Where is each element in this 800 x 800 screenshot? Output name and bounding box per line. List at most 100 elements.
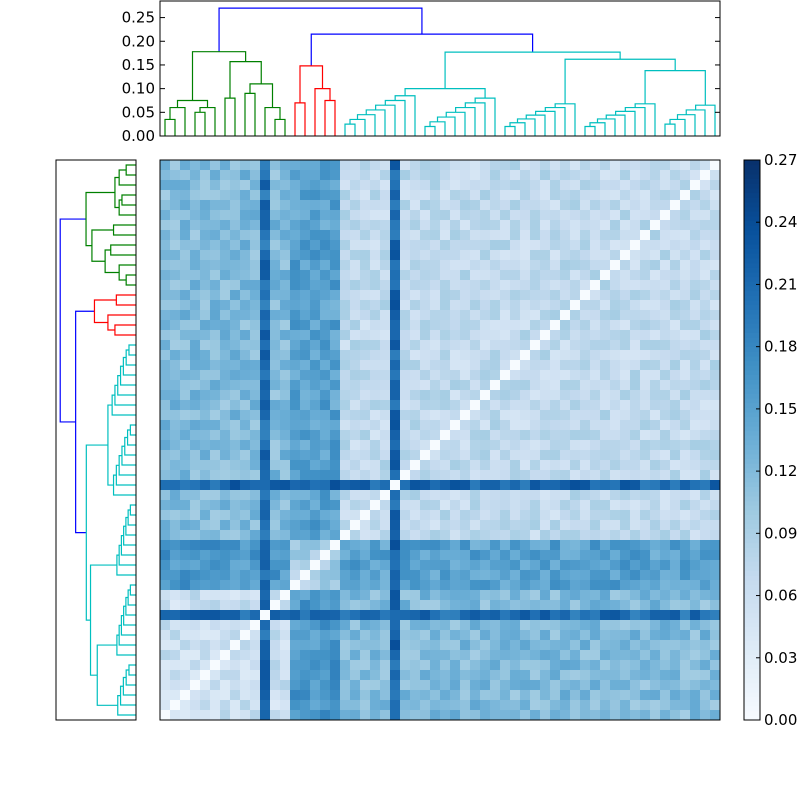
heatmap-cell-9-39 [550,620,561,631]
heatmap-cell-45-22 [380,260,391,271]
heatmap-cell-41-43 [590,300,601,311]
heatmap-cell-34-50 [660,370,671,381]
heatmap-cell-29-14 [300,420,311,431]
heatmap-cell-17-54 [700,540,711,551]
heatmap-cell-12-24 [400,590,411,601]
heatmap-cell-14-9 [250,570,261,581]
heatmap-cell-39-50 [660,320,671,331]
heatmap-cell-40-9 [250,310,261,321]
heatmap-cell-6-6 [220,650,231,661]
heatmap-cell-47-54 [700,240,711,251]
heatmap-cell-12-50 [660,590,671,601]
heatmap-cell-3-10 [260,680,271,691]
heatmap-cell-19-3 [190,520,201,531]
heatmap-cell-7-3 [190,640,201,651]
heatmap-cell-16-22 [380,550,391,561]
heatmap-cell-47-43 [590,240,601,251]
heatmap-cell-32-34 [500,390,511,401]
heatmap-cell-16-46 [620,550,631,561]
heatmap-cell-11-54 [700,600,711,611]
heatmap-cell-31-34 [500,400,511,411]
heatmap-cell-4-40 [560,670,571,681]
colorbar-segment-111 [744,197,760,203]
heatmap-cell-48-23 [390,230,401,241]
heatmap-cell-51-39 [550,200,561,211]
heatmap-cell-51-12 [280,200,291,211]
heatmap-cell-15-43 [590,560,601,571]
heatmap-cell-20-1 [170,510,181,521]
heatmap-cell-6-45 [610,650,621,661]
heatmap-cell-14-21 [370,570,381,581]
heatmap-cell-55-43 [590,160,601,171]
heatmap-cell-33-29 [450,380,461,391]
heatmap-cell-40-10 [260,310,271,321]
heatmap-cell-53-31 [470,180,481,191]
heatmap-cell-19-8 [240,520,251,531]
heatmap-cell-18-30 [460,530,471,541]
heatmap-cell-12-23 [390,590,401,601]
heatmap-cell-41-54 [700,300,711,311]
heatmap-cell-28-41 [570,430,581,441]
heatmap-cell-44-6 [220,270,231,281]
heatmap-cell-6-9 [250,650,261,661]
heatmap-cell-0-55 [710,710,721,721]
heatmap-cell-49-25 [410,220,421,231]
heatmap-cell-41-4 [200,300,211,311]
heatmap-cell-11-23 [390,600,401,611]
heatmap-cell-0-40 [560,710,571,721]
heatmap-cell-32-19 [350,390,361,401]
heatmap-cell-18-50 [660,530,671,541]
heatmap-cell-48-17 [330,230,341,241]
heatmap-cell-13-40 [560,580,571,591]
heatmap-cell-1-36 [520,700,531,711]
heatmap-cell-39-12 [280,320,291,331]
heatmap-cell-16-47 [630,550,641,561]
heatmap-cell-12-53 [690,590,701,601]
heatmap-cell-27-21 [370,440,381,451]
heatmap-cell-49-17 [330,220,341,231]
heatmap-cell-29-38 [540,420,551,431]
heatmap-cell-50-35 [510,210,521,221]
heatmap-cell-12-3 [190,590,201,601]
heatmap-cell-45-32 [480,260,491,271]
heatmap-cell-38-43 [590,330,601,341]
heatmap-cell-16-7 [230,550,241,561]
heatmap-cell-37-52 [680,340,691,351]
heatmap-cell-8-29 [450,630,461,641]
heatmap-cell-46-53 [690,250,701,261]
heatmap-cell-37-21 [370,340,381,351]
heatmap-cell-13-5 [210,580,221,591]
heatmap-cell-4-49 [650,670,661,681]
heatmap-cell-50-45 [610,210,621,221]
heatmap-cell-41-51 [670,300,681,311]
heatmap-cell-13-46 [620,580,631,591]
colorbar-segment-15 [744,645,760,651]
heatmap-cell-46-14 [300,250,311,261]
heatmap-cell-30-17 [330,410,341,421]
heatmap-cell-54-4 [200,170,211,181]
heatmap-cell-41-44 [600,300,611,311]
heatmap-cell-6-3 [190,650,201,661]
heatmap-cell-34-48 [640,370,651,381]
heatmap-cell-27-53 [690,440,701,451]
heatmap-cell-35-49 [650,360,661,371]
heatmap-cell-26-3 [190,450,201,461]
heatmap-cell-44-41 [570,270,581,281]
heatmap-cell-2-6 [220,690,231,701]
heatmap-cell-1-11 [270,700,281,711]
heatmap-cell-41-31 [470,300,481,311]
heatmap-cell-46-47 [630,250,641,261]
colorbar-segment-45 [744,505,760,511]
heatmap-cell-9-42 [580,620,591,631]
heatmap-cell-5-17 [330,660,341,671]
heatmap-cell-40-3 [190,310,201,321]
heatmap-cell-24-4 [200,470,211,481]
heatmap-cell-10-33 [490,610,501,621]
heatmap-cell-26-53 [690,450,701,461]
heatmap-cell-35-10 [260,360,271,371]
heatmap-cell-49-31 [470,220,481,231]
heatmap-cell-28-26 [420,430,431,441]
heatmap-cell-46-9 [250,250,261,261]
heatmap-cell-51-28 [440,200,451,211]
heatmap-cell-48-53 [690,230,701,241]
